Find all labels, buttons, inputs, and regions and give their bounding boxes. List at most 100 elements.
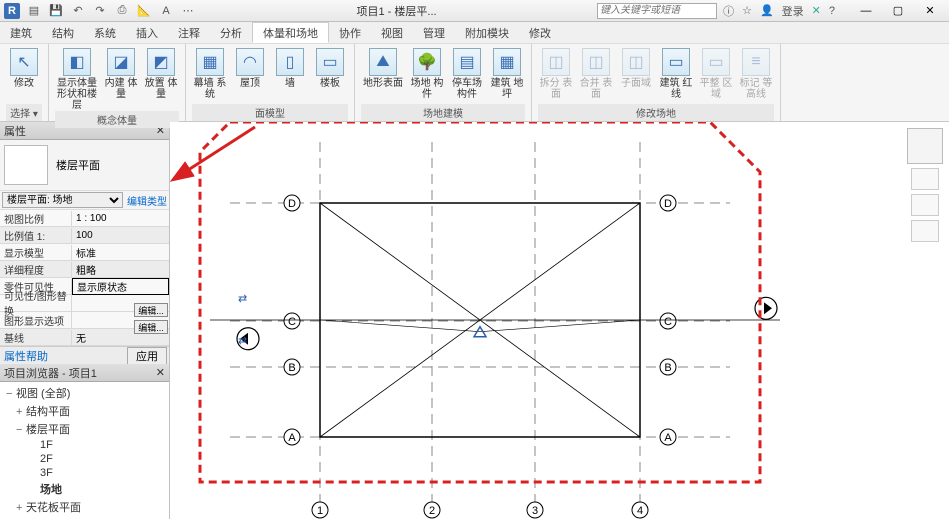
prop-value[interactable]: 显示原状态 [72, 278, 169, 295]
left-panels: 属性✕ 楼层平面 楼层平面: 场地 编辑类型 视图比例1 : 100比例值 1:… [0, 122, 170, 519]
property-row[interactable]: 基线无 [0, 329, 169, 346]
print-icon[interactable]: ⎙ [114, 3, 130, 19]
annotation-arrow [170, 122, 260, 182]
svg-text:B: B [664, 362, 671, 374]
apply-button[interactable]: 应用 [127, 347, 167, 365]
ribbon-tab[interactable]: 建筑 [0, 22, 42, 43]
nav-home-button[interactable] [911, 168, 939, 190]
text-icon[interactable]: A [158, 3, 174, 19]
undo-icon[interactable]: ↶ [70, 3, 86, 19]
type-thumb-icon [4, 145, 48, 185]
merge-surface-button[interactable]: ◫合并 表面 [578, 46, 614, 104]
close-button[interactable]: ✕ [915, 2, 945, 20]
subregion-button[interactable]: ◫子面域 [618, 46, 654, 104]
ribbon-tab[interactable]: 注释 [168, 22, 210, 43]
exchange-icon[interactable]: ✕ [812, 4, 821, 17]
prop-value[interactable]: 1 : 100 [72, 213, 169, 224]
prop-value[interactable]: 标准 [72, 245, 169, 260]
curtain-system-button[interactable]: ▦幕墙 系统 [192, 46, 228, 104]
tree-node[interactable]: 1F [2, 438, 167, 452]
tree-node[interactable]: 3F [2, 466, 167, 480]
ribbon-tab[interactable]: 管理 [413, 22, 455, 43]
help-icon[interactable]: ? [829, 5, 835, 17]
modify-button[interactable]: ↖修改 [6, 46, 42, 104]
drawing-canvas[interactable]: 1234AABBCCDD⇄⇄ [170, 122, 949, 519]
nav-pan-button[interactable] [911, 220, 939, 242]
ribbon-tab[interactable]: 视图 [371, 22, 413, 43]
tree-node[interactable]: +天花板平面 [2, 498, 167, 516]
ribbon-tab[interactable]: 系统 [84, 22, 126, 43]
floor-plan-svg: 1234AABBCCDD⇄⇄ [170, 122, 949, 519]
svg-text:D: D [288, 198, 296, 210]
user-icon[interactable]: 👤 [760, 4, 774, 17]
edit-button[interactable]: 编辑... [134, 303, 168, 317]
show-mass-button[interactable]: ◧显示体量 形状和楼层 [55, 46, 99, 111]
nav-wheel-button[interactable] [911, 194, 939, 216]
open-icon[interactable]: ▤ [26, 3, 42, 19]
property-line-button[interactable]: ▭建筑 红线 [658, 46, 694, 104]
search-input[interactable] [597, 3, 717, 19]
save-icon[interactable]: 💾 [48, 3, 64, 19]
close-icon[interactable]: ✕ [156, 366, 165, 379]
login-link[interactable]: 登录 [782, 3, 804, 19]
toposurface-button[interactable]: ⛰地形表面 [361, 46, 405, 104]
svg-text:B: B [288, 362, 295, 374]
label-contours-button[interactable]: ≡标记 等高线 [738, 46, 774, 104]
info-icon[interactable]: ⓘ [723, 3, 734, 19]
property-row[interactable]: 详细程度粗略 [0, 261, 169, 278]
svg-text:⇄: ⇄ [238, 293, 247, 305]
inplace-mass-button[interactable]: ◪内建 体量 [103, 46, 139, 111]
floor-button[interactable]: ▭楼板 [312, 46, 348, 104]
ribbon-group-site-model: ⛰地形表面 🌳场地 构件 ▤停车场 构件 ▦建筑 地坪 场地建模 [355, 44, 532, 121]
ribbon-tab[interactable]: 分析 [210, 22, 252, 43]
tree-node[interactable]: −视图 (全部) [2, 384, 167, 402]
ribbon-tab[interactable]: 插入 [126, 22, 168, 43]
svg-text:C: C [664, 316, 672, 328]
prop-key: 图形显示选项 [0, 313, 72, 328]
ribbon-tab[interactable]: 体量和场地 [252, 22, 329, 43]
app-icon[interactable]: R [4, 3, 20, 19]
minimize-button[interactable]: — [851, 2, 881, 20]
instance-select[interactable]: 楼层平面: 场地 [2, 192, 123, 208]
ribbon-tab[interactable]: 结构 [42, 22, 84, 43]
view-cube[interactable] [907, 128, 943, 164]
building-pad-button[interactable]: ▦建筑 地坪 [489, 46, 525, 104]
properties-footer: 属性帮助 应用 [0, 346, 169, 364]
tree-node[interactable]: 场地 [2, 480, 167, 498]
property-row[interactable]: 视图比例1 : 100 [0, 210, 169, 227]
property-row[interactable]: 显示模型标准 [0, 244, 169, 261]
prop-value[interactable]: 粗略 [72, 262, 169, 277]
property-row[interactable]: 可见性/图形替换编辑... [0, 295, 169, 312]
tree-node[interactable]: 2F [2, 452, 167, 466]
ribbon-tab[interactable]: 协作 [329, 22, 371, 43]
main-area: 属性✕ 楼层平面 楼层平面: 场地 编辑类型 视图比例1 : 100比例值 1:… [0, 122, 949, 519]
split-surface-button[interactable]: ◫拆分 表面 [538, 46, 574, 104]
redo-icon[interactable]: ↷ [92, 3, 108, 19]
property-row[interactable]: 比例值 1:100 [0, 227, 169, 244]
tree-node[interactable]: −楼层平面 [2, 420, 167, 438]
prop-value[interactable]: 无 [72, 330, 169, 345]
quick-access-toolbar: R ▤ 💾 ↶ ↷ ⎙ 📐 A ⋯ 项目1 - 楼层平... ⓘ ☆ 👤 登录 … [0, 0, 949, 22]
svg-text:1: 1 [317, 505, 323, 517]
measure-icon[interactable]: 📐 [136, 3, 152, 19]
ribbon-tab[interactable]: 修改 [519, 22, 561, 43]
prop-help-link[interactable]: 属性帮助 [0, 348, 48, 364]
star-icon[interactable]: ☆ [742, 4, 752, 17]
wall-button[interactable]: ▯墙 [272, 46, 308, 104]
project-browser-tree[interactable]: −视图 (全部)+结构平面−楼层平面1F2F3F场地+天花板平面−三维视图{三维… [0, 382, 169, 519]
site-component-button[interactable]: 🌳场地 构件 [409, 46, 445, 104]
tree-node[interactable]: +结构平面 [2, 402, 167, 420]
prop-value[interactable]: 100 [72, 230, 169, 241]
browser-panel-header[interactable]: 项目浏览器 - 项目1✕ [0, 364, 169, 382]
more-icon[interactable]: ⋯ [180, 3, 196, 19]
edit-type-button[interactable]: 编辑类型 [127, 193, 167, 208]
roof-button[interactable]: ◠屋顶 [232, 46, 268, 104]
ribbon-tab[interactable]: 附加模块 [455, 22, 519, 43]
type-selector-row[interactable]: 楼层平面 [0, 140, 169, 190]
maximize-button[interactable]: ▢ [883, 2, 913, 20]
ribbon-tabs: 建筑结构系统插入注释分析体量和场地协作视图管理附加模块修改 [0, 22, 949, 44]
window-buttons: — ▢ ✕ [851, 2, 945, 20]
graded-region-button[interactable]: ▭平整 区域 [698, 46, 734, 104]
parking-button[interactable]: ▤停车场 构件 [449, 46, 485, 104]
place-mass-button[interactable]: ◩放置 体量 [143, 46, 179, 111]
